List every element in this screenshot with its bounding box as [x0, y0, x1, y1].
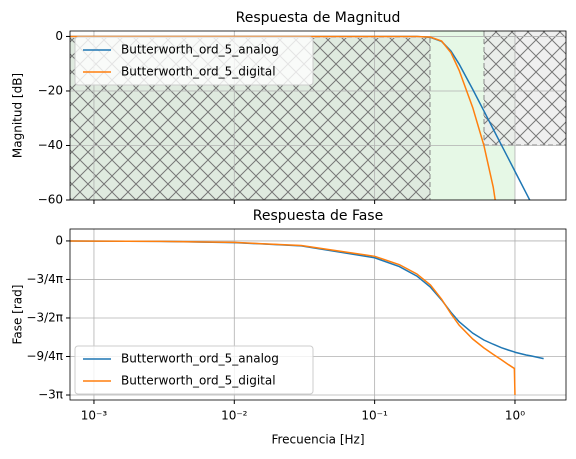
y-tick-label: −3/4π: [26, 272, 63, 286]
plot-area: [70, 35, 531, 200]
y-tick-label: 0: [55, 29, 63, 43]
legend-box: [74, 36, 314, 86]
axes-frame: [69, 30, 567, 201]
y-tick-label: 0: [55, 233, 63, 247]
legend-label: Butterworth_ord_5_analog: [121, 352, 279, 366]
x-tick-label: 10⁰: [505, 409, 525, 423]
legend-label: Butterworth_ord_5_digital: [121, 374, 276, 388]
y-tick-label: −60: [38, 193, 63, 207]
stopband-hatch: [484, 31, 566, 145]
x-tick-label: 10⁻³: [81, 409, 108, 423]
plot-area: [70, 240, 544, 395]
axes-frame: [69, 228, 567, 401]
legend-label: Butterworth_ord_5_digital: [121, 65, 276, 79]
y-axis-label: Magnitud [dB]: [11, 73, 25, 158]
y-tick-label: −20: [38, 83, 63, 97]
y-axis-label: Fase [rad]: [11, 285, 25, 345]
y-tick-label: −3/2π: [26, 310, 63, 324]
x-tick-label: 10⁻¹: [361, 409, 388, 423]
y-tick-label: −40: [38, 138, 63, 152]
series-line: [70, 35, 496, 200]
series-line: [70, 240, 516, 395]
x-tick-label: 10⁻²: [221, 409, 248, 423]
series-line: [70, 240, 544, 360]
chart-title: Respuesta de Magnitud: [236, 10, 401, 26]
x-axis-label: Frecuencia [Hz]: [271, 433, 364, 447]
legend-label: Butterworth_ord_5_analog: [121, 43, 279, 57]
y-tick-label: −3π: [38, 388, 63, 402]
chart-title: Respuesta de Fase: [253, 208, 383, 224]
y-tick-label: −9/4π: [26, 349, 63, 363]
legend-box: [74, 345, 314, 395]
